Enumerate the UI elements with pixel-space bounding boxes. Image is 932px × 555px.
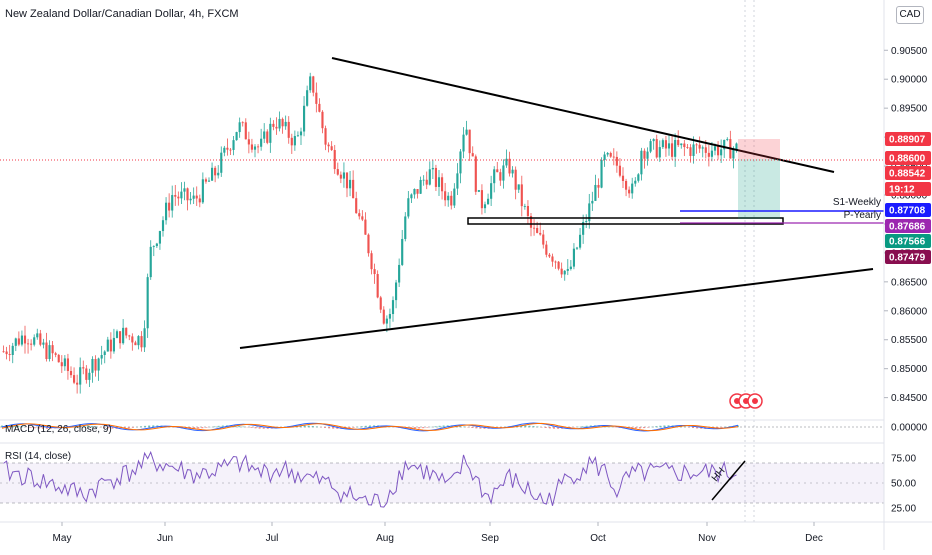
price-badge-3: 19:12 <box>885 182 931 196</box>
price-badge-5: 0.87686 <box>885 219 931 233</box>
weekly-level-label: S1-Weekly <box>833 197 881 208</box>
candle <box>377 270 379 298</box>
price-tick-10: 0.85500 <box>891 335 928 346</box>
svg-text:19:12: 19:12 <box>889 185 915 196</box>
macd-tick: 0.00000 <box>891 423 928 434</box>
candle <box>236 132 238 141</box>
price-tick-12: 0.84500 <box>891 393 928 404</box>
svg-text:0.88542: 0.88542 <box>889 169 926 180</box>
candle <box>478 190 480 192</box>
yearly-level-label: P-Yearly <box>844 210 881 221</box>
time-tick-0: May <box>53 533 72 544</box>
candle <box>367 233 369 256</box>
candle <box>404 212 406 241</box>
svg-text:0.88600: 0.88600 <box>889 154 926 165</box>
price-tick-8: 0.86500 <box>891 277 928 288</box>
price-badge-7: 0.87479 <box>885 250 931 264</box>
svg-text:0.87566: 0.87566 <box>889 237 926 248</box>
time-tick-7: Dec <box>805 533 823 544</box>
price-tick-2: 0.89500 <box>891 104 928 115</box>
symbol-title: New Zealand Dollar/Canadian Dollar, 4h, … <box>5 8 239 20</box>
currency-button[interactable]: CAD <box>896 6 924 24</box>
svg-text:0.87686: 0.87686 <box>889 222 926 233</box>
svg-text:0.87708: 0.87708 <box>889 206 926 217</box>
time-tick-3: Aug <box>376 533 394 544</box>
price-badge-0: 0.88907 <box>885 132 931 146</box>
price-tick-9: 0.86000 <box>891 306 928 317</box>
rsi-tick-2: 25.00 <box>891 504 916 515</box>
rsi-tick-1: 50.00 <box>891 479 916 490</box>
price-badge-2: 0.88542 <box>885 166 931 180</box>
time-tick-4: Sep <box>481 533 499 544</box>
svg-text:0.87479: 0.87479 <box>889 253 926 264</box>
time-tick-1: Jun <box>157 533 173 544</box>
price-tick-11: 0.85000 <box>891 364 928 375</box>
price-badge-4: 0.87708 <box>885 203 931 217</box>
svg-text:0.88907: 0.88907 <box>889 135 926 146</box>
time-tick-2: Jul <box>266 533 279 544</box>
price-badge-6: 0.87566 <box>885 234 931 248</box>
candle <box>600 157 602 188</box>
price-tick-0: 0.90500 <box>891 46 928 57</box>
time-tick-5: Oct <box>590 533 606 544</box>
target-zone <box>738 159 780 219</box>
macd-label: MACD (12, 26, close, 9) <box>5 424 112 435</box>
time-tick-6: Nov <box>698 533 716 544</box>
stop-zone <box>738 139 780 159</box>
candle <box>475 155 477 195</box>
rsi-label: RSI (14, close) <box>5 451 71 462</box>
candle <box>58 354 60 363</box>
price-tick-1: 0.90000 <box>891 75 928 86</box>
price-badge-1: 0.88600 <box>885 151 931 165</box>
candle <box>266 129 268 144</box>
rsi-tick-0: 75.00 <box>891 454 916 465</box>
